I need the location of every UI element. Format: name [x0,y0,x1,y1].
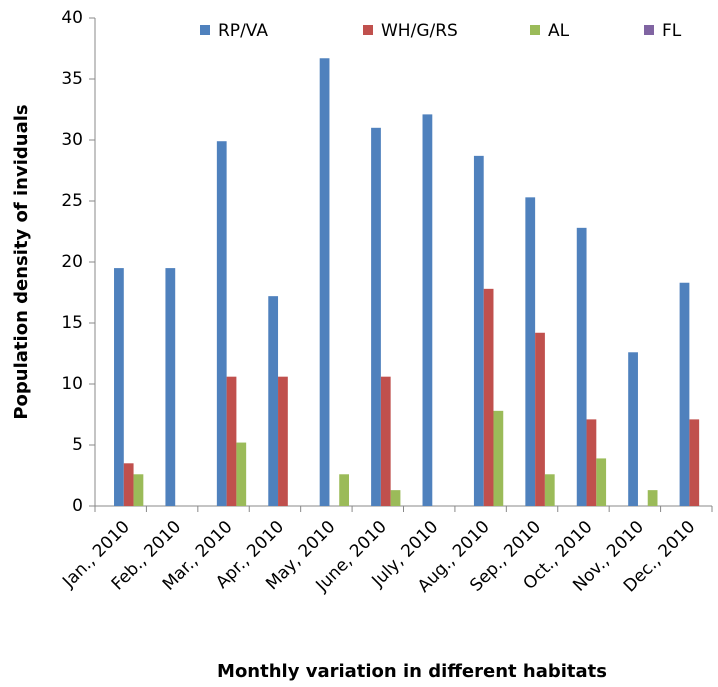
legend-label: RP/VA [218,21,268,41]
bar [525,197,536,506]
bar [535,332,545,506]
y-tick-label: 5 [72,435,83,455]
bar [689,419,700,506]
bar [319,58,330,506]
y-tick-label: 35 [61,69,83,89]
bar [422,114,433,506]
bar [576,227,587,506]
bar [236,442,247,506]
legend-swatch [644,25,654,35]
bar [390,490,401,506]
bar [133,474,144,506]
bar [380,376,391,506]
y-tick-label: 25 [61,191,83,211]
bar [493,410,504,506]
bar [596,458,607,506]
y-axis-title: Population density of inviduals [11,104,32,419]
legend-swatch [530,25,540,35]
bar [165,268,176,506]
bar [278,376,288,506]
bar [371,127,381,507]
y-tick-label: 30 [61,130,83,150]
legend-label: AL [548,21,570,41]
bar [339,474,349,506]
y-tick-label: 10 [61,374,83,394]
legend-swatch [363,25,373,35]
y-tick-label: 15 [61,313,83,333]
bar [586,419,597,506]
bar [483,288,494,506]
bar [647,490,658,506]
legend-label: FL [662,21,682,41]
bar [226,376,237,506]
y-tick-label: 40 [61,8,83,28]
bar [268,296,279,506]
legend-label: WH/G/RS [381,21,458,41]
bar [544,474,555,506]
bar [679,282,690,506]
bar [216,141,227,506]
x-axis-title: Monthly variation in different habitats [217,661,607,682]
bar [123,463,134,506]
bar [114,268,124,506]
bar [628,352,638,506]
bar [473,155,484,507]
y-tick-label: 20 [61,252,83,272]
y-tick-label: 0 [72,496,83,516]
legend-swatch [200,25,210,35]
